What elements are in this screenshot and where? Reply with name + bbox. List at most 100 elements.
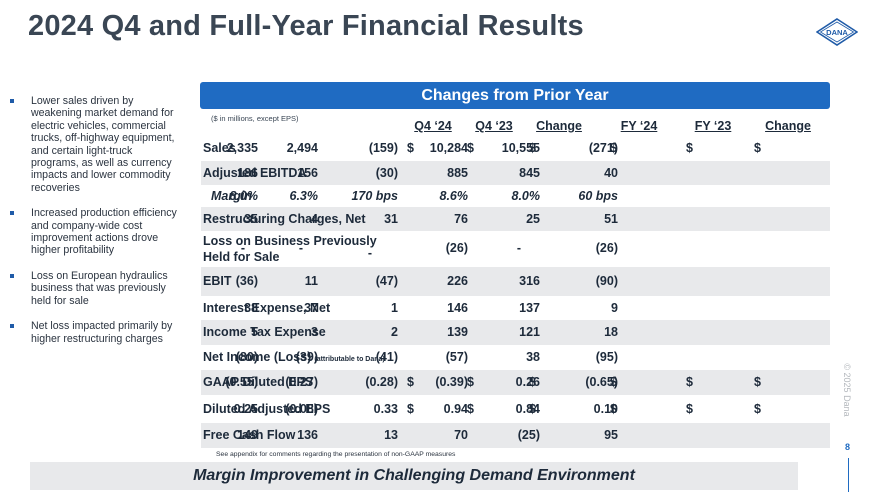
row-label: Margin xyxy=(211,189,252,203)
table-row: GAAP Diluted EPS (0.55) $ (0.27) $ (0.28) $ (0.… xyxy=(201,370,830,395)
summary-bullet-list: Lower sales driven by weakening market d… xyxy=(10,95,182,358)
table-row: Restructuring Charges, Net 35 4 31 76 25 51 xyxy=(201,207,830,231)
table-cell: 136 xyxy=(297,428,318,442)
table-cell: 316 xyxy=(519,274,540,288)
table-cell: 10,555 xyxy=(501,141,540,155)
bottom-banner: Margin Improvement in Challenging Demand… xyxy=(30,462,798,490)
row-label: EBIT xyxy=(203,274,232,288)
table-cell: 38 xyxy=(526,350,540,364)
table-cell: (30) xyxy=(375,166,398,180)
table-cell: 0.33 xyxy=(373,402,398,416)
table-cell: 31 xyxy=(384,212,398,226)
currency-symbol: $ xyxy=(686,375,693,389)
table-cell: 1 xyxy=(391,301,398,315)
copyright-text: © 2025 Dana xyxy=(842,363,852,417)
table-cell: 170 bps xyxy=(351,189,398,203)
table-cell: 13 xyxy=(384,428,398,442)
row-label: Restructuring Charges, Net xyxy=(203,212,366,226)
table-row: Interest Expense, Net 38 37 1 146 137 9 xyxy=(201,296,830,320)
table-cell: 146 xyxy=(447,301,468,315)
currency-symbol: $ xyxy=(467,141,474,155)
table-cell: 137 xyxy=(519,301,540,315)
row-label: Free Cash Flow xyxy=(203,428,296,442)
table-cell: 25 xyxy=(526,212,540,226)
table-cell: - xyxy=(240,241,245,255)
table-cell: 2 xyxy=(391,325,398,339)
currency-symbol: $ xyxy=(467,402,474,416)
table-cell: (0.28) xyxy=(365,375,398,389)
table-row: Diluted Adjusted EPS 0.25 $ (0.08) $0.33 $0.9… xyxy=(201,395,830,423)
table-cell: (26) xyxy=(445,241,468,255)
table-row: EBIT (36) 11 (47) 226 316 (90) xyxy=(201,267,830,296)
table-cell: 0.94 xyxy=(443,402,468,416)
table-cell: (0.39) xyxy=(435,375,468,389)
table-row: Free Cash Flow 149 136 13 70 (25) 95 xyxy=(201,423,830,448)
table-cell: - xyxy=(298,241,303,255)
table-row: Loss on Business Previously Held for Sale… xyxy=(201,231,830,267)
table-cell: - xyxy=(516,241,521,255)
table-cell: (41) xyxy=(375,350,398,364)
column-header: Q4 ‘23 xyxy=(475,119,513,133)
table-cell: 139 xyxy=(447,325,468,339)
table-cell: 35 xyxy=(244,212,258,226)
table-cell: (36) xyxy=(235,274,258,288)
table-cell: 3 xyxy=(311,325,318,339)
currency-symbol: $ xyxy=(754,375,761,389)
logo-text: DANA xyxy=(826,28,848,37)
row-label: GAAP Diluted EPS xyxy=(203,375,314,389)
currency-symbol: $ xyxy=(686,141,693,155)
table-cell: 37 xyxy=(304,301,318,315)
units-note: ($ in millions, except EPS) xyxy=(211,114,299,123)
table-cell: 226 xyxy=(447,274,468,288)
row-label: Income Tax Expense xyxy=(203,325,326,339)
table-row: Margin 8.0% 6.3% 170 bps 8.6% 8.0% 60 bps xyxy=(201,185,830,207)
bullet-item: Increased production efficiency and comp… xyxy=(10,207,182,257)
currency-symbol: $ xyxy=(529,375,536,389)
currency-symbol: $ xyxy=(467,375,474,389)
table-cell: 60 bps xyxy=(578,189,618,203)
bullet-item: Loss on European hydraulics business tha… xyxy=(10,270,182,307)
page-divider xyxy=(848,458,849,492)
currency-symbol: $ xyxy=(754,402,761,416)
table-row: Adjusted EBITDA 186 156 (30) 885 845 40 xyxy=(201,161,830,185)
table-cell: 0.25 xyxy=(233,402,258,416)
table-cell: 885 xyxy=(447,166,468,180)
page-number: 8 xyxy=(845,442,851,452)
table-cell: 149 xyxy=(237,428,258,442)
table-cell: 18 xyxy=(604,325,618,339)
table-cell: 11 xyxy=(304,274,318,288)
currency-symbol: $ xyxy=(686,402,693,416)
bullet-item: Lower sales driven by weakening market d… xyxy=(10,95,182,194)
column-header: Change xyxy=(536,119,582,133)
slide-title: 2024 Q4 and Full-Year Financial Results xyxy=(28,10,584,42)
table-cell: 38 xyxy=(244,301,258,315)
table-cell: 51 xyxy=(604,212,618,226)
table-cell: 10,284 xyxy=(429,141,468,155)
row-label: Adjusted EBITDA xyxy=(203,166,307,180)
copyright-notice: © 2025 Dana xyxy=(832,350,862,430)
table-cell: 186 xyxy=(237,166,258,180)
table-cell: (0.08) xyxy=(285,402,318,416)
column-header: Change xyxy=(765,119,811,133)
footnote: See appendix for comments regarding the … xyxy=(216,451,456,458)
currency-symbol: $ xyxy=(407,375,414,389)
table-cell: 4 xyxy=(311,212,318,226)
row-label: Diluted Adjusted EPS xyxy=(203,402,331,416)
currency-symbol: $ xyxy=(529,402,536,416)
table-cell: 9 xyxy=(611,301,618,315)
row-label: Net Income (Loss) (attributable to Dana) xyxy=(203,350,385,364)
table-cell: (0.65) xyxy=(585,375,618,389)
table-cell: 6.3% xyxy=(289,189,319,203)
table-cell: 70 xyxy=(454,428,468,442)
table-cell: (0.27) xyxy=(285,375,318,389)
table-cell: (0.55) xyxy=(225,375,258,389)
table-cell: 0.84 xyxy=(515,402,540,416)
row-label: Sales xyxy=(203,141,236,155)
table-cell: (39) xyxy=(295,350,318,364)
table-cell: 8.0% xyxy=(229,189,259,203)
bullet-item: Net loss impacted primarily by higher re… xyxy=(10,320,182,345)
currency-symbol: $ xyxy=(754,141,761,155)
changes-banner: Changes from Prior Year xyxy=(200,82,830,109)
table-cell: (95) xyxy=(595,350,618,364)
table-cell: 156 xyxy=(297,166,318,180)
